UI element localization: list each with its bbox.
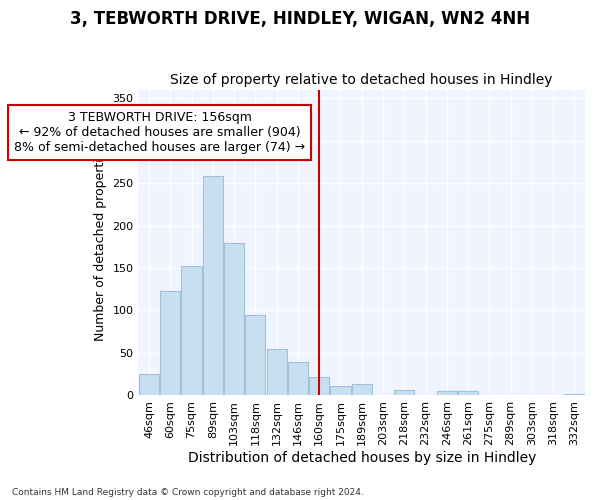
Bar (288, 362, 308, 396)
Bar (564, 394, 584, 396)
Bar (245, 314, 265, 396)
Bar (203, 176, 223, 396)
Bar (458, 391, 478, 396)
Text: 3 TEBWORTH DRIVE: 156sqm
← 92% of detached houses are smaller (904)
8% of semi-d: 3 TEBWORTH DRIVE: 156sqm ← 92% of detach… (14, 111, 305, 154)
Bar (160, 291, 181, 396)
Text: Contains HM Land Registry data © Crown copyright and database right 2024.: Contains HM Land Registry data © Crown c… (12, 488, 364, 497)
Bar (266, 348, 287, 396)
Bar (309, 377, 329, 396)
Bar (437, 391, 457, 396)
Bar (331, 386, 350, 396)
X-axis label: Distribution of detached houses by size in Hindley: Distribution of detached houses by size … (188, 451, 536, 465)
Bar (224, 242, 244, 396)
Title: Size of property relative to detached houses in Hindley: Size of property relative to detached ho… (170, 73, 553, 87)
Bar (181, 266, 202, 396)
Y-axis label: Number of detached properties: Number of detached properties (94, 144, 107, 341)
Bar (394, 390, 415, 396)
Bar (139, 374, 159, 396)
Text: 3, TEBWORTH DRIVE, HINDLEY, WIGAN, WN2 4NH: 3, TEBWORTH DRIVE, HINDLEY, WIGAN, WN2 4… (70, 10, 530, 28)
Bar (352, 384, 372, 396)
